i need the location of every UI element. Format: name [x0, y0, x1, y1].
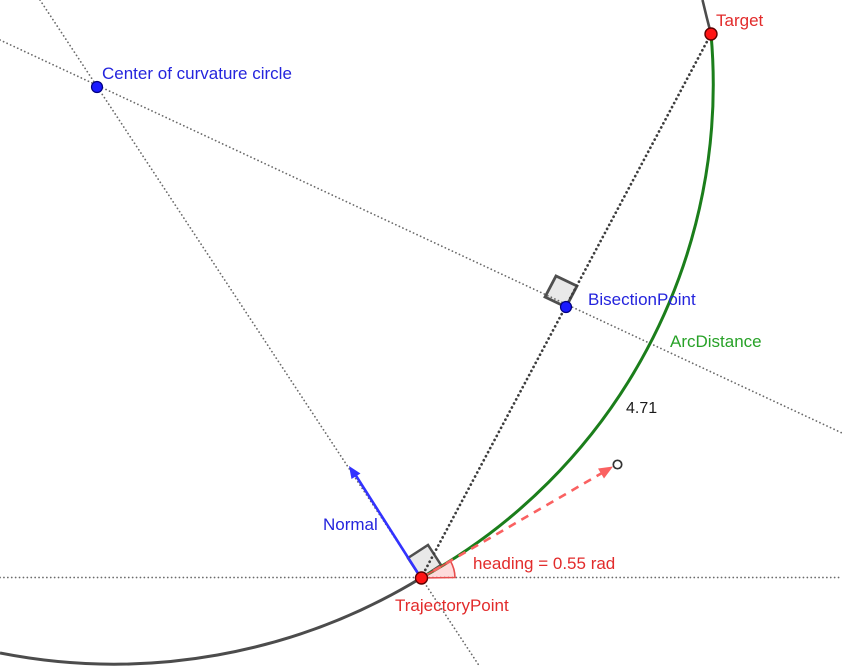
trajectory-curve[interactable]	[0, 576, 422, 666]
normal-vector[interactable]	[351, 470, 423, 579]
bisection-label: BisectionPoint	[588, 290, 696, 309]
target-point[interactable]	[704, 27, 718, 41]
center-label: Center of curvature circle	[102, 64, 292, 83]
arc-distance-arc[interactable]	[420, 33, 715, 580]
curvature-radius-line[interactable]	[39, 0, 481, 667]
target-label: Target	[716, 11, 764, 30]
heading-vector[interactable]	[420, 471, 603, 580]
bisection-point[interactable]	[559, 300, 573, 314]
normal-arrowhead	[349, 466, 361, 479]
heading-label: heading = 0.55 rad	[473, 554, 615, 573]
trajectory-point[interactable]	[414, 571, 429, 585]
right-angle-marker-bisection	[543, 274, 579, 309]
bisection-line[interactable]	[0, 39, 842, 434]
arc-distance-label: ArcDistance	[670, 332, 762, 351]
normal-label: Normal	[323, 515, 378, 534]
center-point[interactable]	[90, 80, 104, 94]
arc-length-value: 4.71	[626, 400, 657, 417]
trajectory-point-label: TrajectoryPoint	[395, 596, 509, 615]
heading-endpoint[interactable]	[612, 459, 623, 470]
heading-arrowhead	[598, 466, 613, 479]
